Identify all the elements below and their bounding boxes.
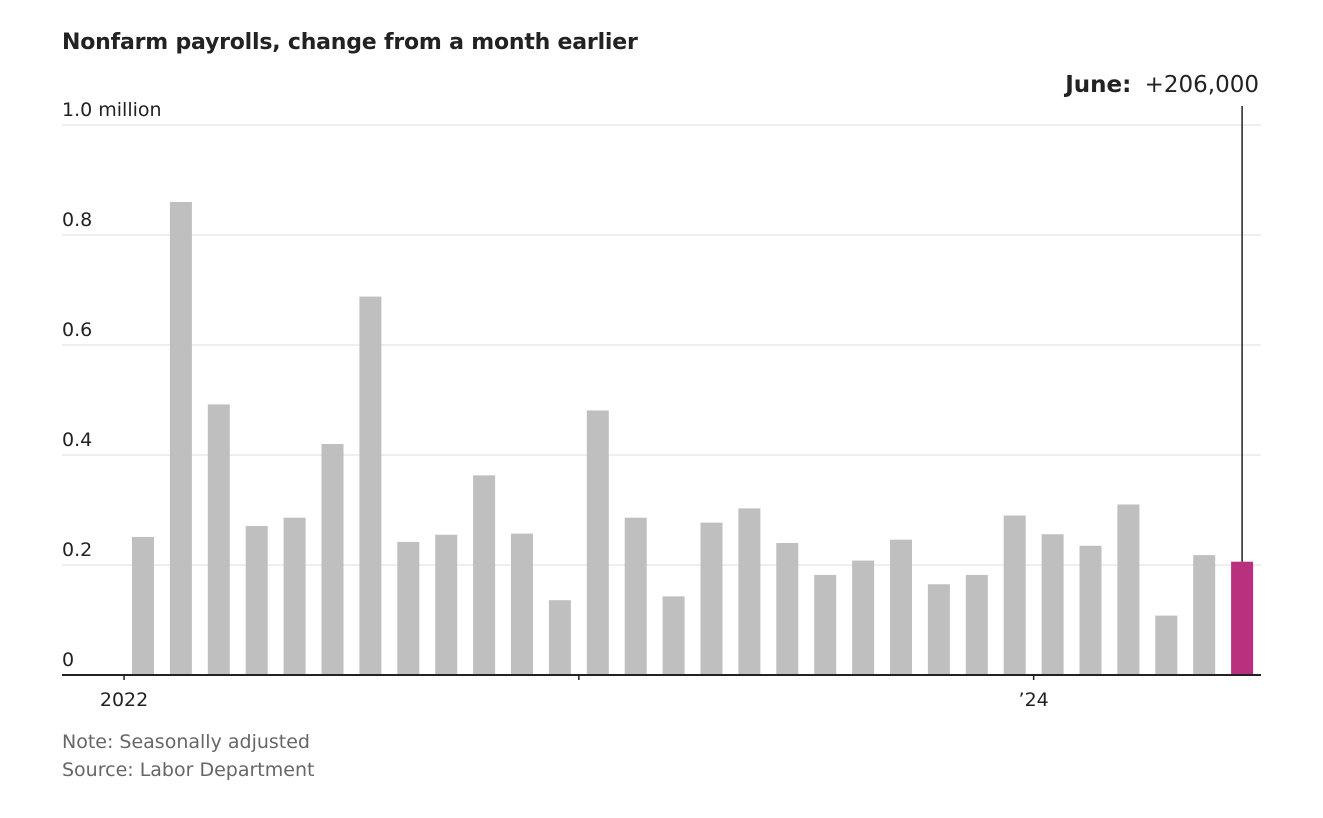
bar	[738, 508, 761, 675]
bar	[435, 534, 458, 675]
bar	[1155, 615, 1178, 675]
bar	[700, 522, 723, 675]
bar	[473, 475, 496, 675]
bar	[321, 444, 344, 675]
y-tick-label: 0.4	[62, 429, 92, 451]
bar	[852, 560, 875, 675]
bar	[511, 533, 533, 675]
x-tick-label: 2022	[100, 689, 148, 711]
y-tick-label: 0	[62, 649, 74, 671]
bar	[548, 600, 571, 675]
bar	[927, 584, 950, 675]
bar	[776, 543, 799, 675]
bar	[207, 404, 230, 675]
bar	[814, 574, 837, 675]
bar	[283, 517, 306, 675]
y-tick-label: 0.2	[62, 539, 92, 561]
bar	[965, 574, 988, 675]
bar	[586, 410, 609, 675]
bar	[1003, 515, 1026, 675]
y-tick-label: 1.0 million	[62, 99, 162, 121]
x-axis-labels: 2022 ’24	[100, 689, 1049, 711]
gridlines	[62, 124, 1261, 566]
bar-highlight	[1231, 561, 1254, 675]
bar	[1041, 534, 1064, 675]
bar	[132, 536, 154, 675]
note-text: Note: Seasonally adjusted	[62, 731, 310, 753]
bar	[1117, 504, 1140, 675]
bar	[662, 596, 685, 675]
bar	[624, 517, 647, 675]
x-tick-label: ’24	[1019, 689, 1049, 711]
annotation-label: June:	[1063, 72, 1131, 98]
annotation-text: June: +206,000	[1063, 72, 1259, 98]
source-text: Source: Labor Department	[62, 759, 315, 781]
bar	[245, 525, 268, 675]
y-tick-label: 0.8	[62, 209, 92, 231]
june-annotation: June: +206,000	[1063, 72, 1259, 562]
bar	[169, 202, 192, 675]
x-axis	[62, 674, 1261, 680]
bar	[890, 539, 912, 675]
annotation-value: +206,000	[1145, 72, 1259, 98]
bar	[1079, 545, 1102, 675]
y-tick-label: 0.6	[62, 319, 92, 341]
chart-title: Nonfarm payrolls, change from a month ea…	[62, 30, 638, 55]
bar	[359, 296, 382, 675]
bar	[1193, 555, 1216, 675]
bars	[132, 202, 1254, 675]
y-axis-labels: 0 0.2 0.4 0.6 0.8 1.0 million	[62, 99, 162, 671]
bar	[397, 541, 420, 675]
